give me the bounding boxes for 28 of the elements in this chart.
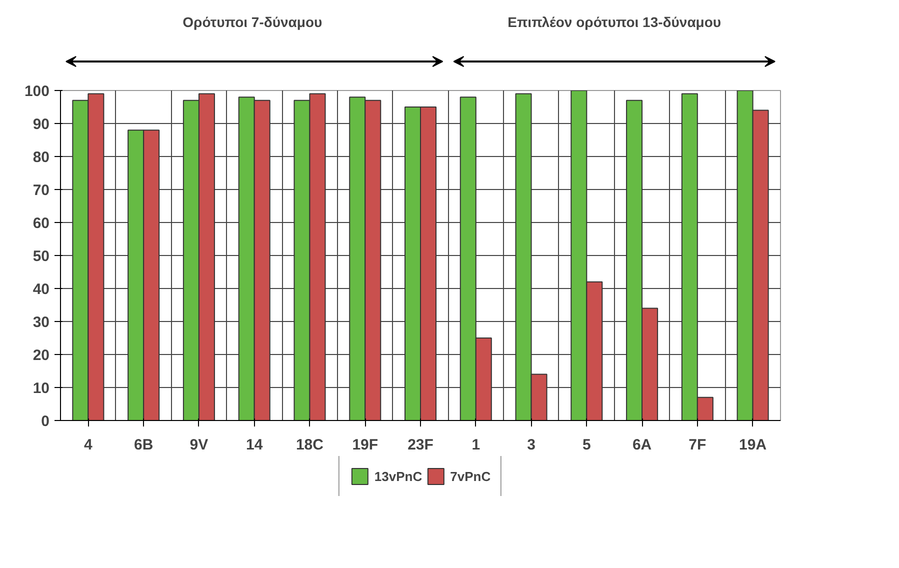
x-tick-label: 23F (408, 436, 434, 454)
x-tick-label: 19A (739, 436, 767, 454)
y-tick-label: 60 (32, 215, 50, 232)
x-tick-label: 19F (352, 436, 378, 454)
y-tick-label: 100 (24, 83, 50, 100)
x-tick-label: 5 (582, 436, 591, 454)
x-tick-label: 18C (296, 436, 324, 454)
text: Ορότυποι 7-δύναμου (182, 14, 322, 30)
x-tick-label: 1 (472, 436, 480, 454)
y-tick-label: 50 (32, 248, 50, 265)
x-tick-label: 9V (190, 436, 208, 454)
x-tick-label: 3 (527, 436, 536, 454)
x-tick-label: 6A (632, 436, 652, 454)
y-tick-label: 10 (32, 380, 50, 397)
y-tick-label: 70 (32, 182, 50, 199)
x-tick-label: 14 (246, 436, 264, 454)
y-tick-label: 0 (41, 413, 50, 430)
x-tick-label: 6B (134, 436, 154, 454)
text: Επιπλέον ορότυποι 13-δύναμου (508, 14, 722, 30)
y-tick-label: 90 (32, 116, 50, 133)
x-tick-label: 7F (688, 436, 706, 454)
legend-label: 7vPnC (450, 468, 491, 484)
y-tick-label: 40 (32, 281, 50, 298)
y-tick-label: 80 (32, 149, 50, 166)
x-tick-label: 4 (84, 436, 94, 454)
y-tick-label: 30 (32, 314, 50, 331)
y-tick-label: 20 (32, 347, 50, 364)
legend-label: 13vPnC (374, 468, 422, 484)
